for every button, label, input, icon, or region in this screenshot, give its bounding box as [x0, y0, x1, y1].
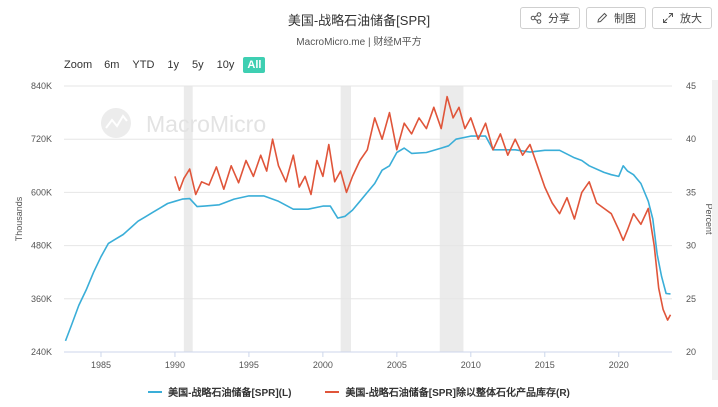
- watermark-logo-mark: [105, 114, 128, 129]
- zoom-6m-button[interactable]: 6m: [104, 59, 120, 71]
- x-tick-label: 1985: [91, 360, 111, 370]
- y-right-tick-label: 30: [686, 241, 696, 251]
- zoom-10y-button[interactable]: 10y: [216, 59, 235, 71]
- zoom-1y-button[interactable]: 1y: [167, 59, 180, 71]
- watermark-logo-icon: [101, 108, 131, 138]
- scrollbar[interactable]: [712, 80, 718, 380]
- legend-item-spr[interactable]: 美国-战略石油储备[SPR](L): [148, 384, 291, 399]
- y-left-tick-label: 720K: [31, 134, 52, 144]
- recession-band-0: [183, 86, 193, 352]
- y-right-axis-label: Percent: [704, 203, 714, 235]
- watermark: MacroMicro: [101, 108, 266, 138]
- legend-swatch-ratio: [325, 390, 340, 393]
- draw-button[interactable]: 制图: [586, 7, 646, 29]
- y-left-axis-label: Thousands: [14, 196, 24, 241]
- y-right-tick-label: 20: [686, 347, 696, 357]
- y-right-tick-label: 25: [686, 294, 696, 304]
- chart-legend: 美国-战略石油储备[SPR](L) 美国-战略石油储备[SPR]除以整体石化产品…: [0, 384, 718, 399]
- x-tick-label: 2015: [535, 360, 555, 370]
- legend-label-ratio: 美国-战略石油储备[SPR]除以整体石化产品库存(R): [345, 388, 570, 399]
- zoom-5y-button[interactable]: 5y: [192, 59, 204, 71]
- x-tick-label: 2010: [461, 360, 481, 370]
- x-tick-label: 2020: [609, 360, 629, 370]
- share-label: 分享: [548, 13, 570, 25]
- axes: 240K 20 360K 25 480K 30 600K 35 720K 40 840K 45 1985…: [14, 81, 714, 370]
- draw-label: 制图: [614, 13, 636, 25]
- y-left-tick-label: 240K: [31, 347, 52, 357]
- y-left-tick-label: 480K: [31, 241, 52, 251]
- y-right-tick-label: 40: [686, 134, 696, 144]
- series-lines: [64, 95, 672, 342]
- watermark-text: MacroMicro: [146, 111, 266, 137]
- page-title: 美国-战略石油储备[SPR]: [287, 13, 431, 28]
- series-line-1: [174, 95, 672, 321]
- page-subtitle: MacroMicro.me | 财经M平方: [296, 37, 422, 48]
- x-tick-label: 2005: [387, 360, 407, 370]
- share-icon: [530, 12, 542, 24]
- legend-label-spr: 美国-战略石油储备[SPR](L): [168, 388, 292, 399]
- y-right-tick-label: 35: [686, 187, 696, 197]
- expand-icon: [663, 13, 673, 23]
- y-left-tick-label: 840K: [31, 81, 52, 91]
- y-right-tick-label: 45: [686, 81, 696, 91]
- zoom-ytd-button[interactable]: YTD: [132, 59, 155, 71]
- legend-item-ratio[interactable]: 美国-战略石油储备[SPR]除以整体石化产品库存(R): [325, 384, 570, 399]
- y-left-tick-label: 600K: [31, 187, 52, 197]
- series-line-0: [64, 135, 671, 342]
- y-left-tick-label: 360K: [31, 294, 52, 304]
- expand-button[interactable]: 放大: [652, 7, 712, 29]
- recession-bands: [183, 86, 464, 352]
- zoom-all-button[interactable]: All: [243, 57, 266, 73]
- action-bar: 分享 制图 放大: [520, 7, 712, 29]
- x-tick-label: 1995: [239, 360, 259, 370]
- recession-band-1: [340, 86, 351, 352]
- pencil-icon: [597, 12, 608, 23]
- zoom-label: Zoom: [64, 59, 93, 71]
- recession-band-2: [439, 86, 464, 352]
- legend-swatch-spr: [148, 390, 163, 393]
- x-tick-label: 2000: [313, 360, 333, 370]
- x-tick-label: 1990: [165, 360, 185, 370]
- expand-label: 放大: [680, 13, 702, 25]
- zoom-bar: Zoom 6m YTD 1y 5y 10y All: [64, 57, 270, 73]
- share-button[interactable]: 分享: [520, 7, 580, 29]
